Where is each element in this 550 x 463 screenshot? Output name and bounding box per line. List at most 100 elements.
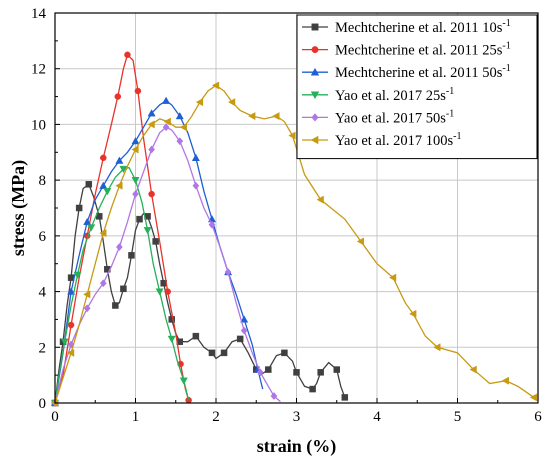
x-tick-label: 2 xyxy=(212,409,220,425)
series-line xyxy=(54,99,264,404)
data-point xyxy=(73,271,82,279)
data-point xyxy=(179,377,188,385)
data-point xyxy=(309,385,316,393)
data-point xyxy=(103,188,112,196)
data-point xyxy=(248,112,256,121)
y-tick-label: 6 xyxy=(39,229,47,245)
data-point xyxy=(67,321,75,329)
x-tick-label: 1 xyxy=(132,409,140,425)
data-point xyxy=(240,315,249,323)
data-point xyxy=(119,165,128,174)
legend-label-text: Mechtcherine et al. 2011 50s xyxy=(335,65,503,81)
data-point xyxy=(192,332,200,340)
legend-label-text: Yao et al. 2017 50s xyxy=(335,110,446,126)
data-point xyxy=(99,181,108,189)
data-point xyxy=(99,279,107,288)
data-point xyxy=(114,93,122,100)
data-point xyxy=(529,393,538,402)
legend-swatch-marker xyxy=(311,46,319,54)
legend-label-superscript: -1 xyxy=(446,86,454,97)
legend-label-text: Yao et al. 2017 100s xyxy=(335,133,454,149)
data-point xyxy=(83,304,91,313)
data-point xyxy=(83,217,92,226)
legend-swatch-marker xyxy=(311,113,319,122)
data-point xyxy=(256,368,264,377)
legend-label: Yao et al. 2017 25s-1 xyxy=(335,86,454,104)
data-point xyxy=(288,131,296,140)
y-tick-label: 10 xyxy=(31,117,46,133)
data-point xyxy=(134,87,142,95)
series-line xyxy=(54,53,190,404)
series-line xyxy=(54,183,346,404)
legend-label: Mechtcherine et al. 2011 25s-1 xyxy=(335,41,511,59)
legend: Mechtcherine et al. 2011 10s-1 Mechtcheri… xyxy=(296,14,538,160)
data-point xyxy=(124,51,131,59)
series-5 xyxy=(50,81,538,408)
data-point xyxy=(136,215,143,223)
y-tick-label: 0 xyxy=(39,396,47,412)
data-point xyxy=(356,237,365,246)
data-point xyxy=(66,348,75,357)
series-4 xyxy=(51,123,281,407)
legend-label-superscript: -1 xyxy=(502,63,510,74)
series-layer xyxy=(50,51,538,408)
data-point xyxy=(162,96,171,104)
data-point xyxy=(211,81,220,90)
x-axis: 0 1 2 3 4 5 6 xyxy=(51,398,542,425)
data-point xyxy=(148,145,155,154)
legend-item: Yao et al. 2017 50s-1 xyxy=(302,108,454,126)
data-point xyxy=(224,268,232,277)
data-point xyxy=(236,335,244,343)
data-point xyxy=(132,190,139,199)
data-point xyxy=(168,316,175,323)
data-point xyxy=(501,376,509,385)
y-tick-label: 14 xyxy=(31,6,47,22)
data-point xyxy=(60,338,69,346)
data-point xyxy=(333,366,340,373)
data-point xyxy=(120,285,127,293)
data-point xyxy=(143,227,152,235)
legend-label: Mechtcherine et al. 2011 10s-1 xyxy=(335,18,511,36)
legend-label: Mechtcherine et al. 2011 50s-1 xyxy=(335,63,511,81)
series-line xyxy=(54,126,281,404)
data-point xyxy=(115,156,124,164)
data-point xyxy=(316,195,324,204)
data-point xyxy=(293,369,300,376)
legend-label-superscript: -1 xyxy=(446,108,454,119)
legend-swatch-marker xyxy=(310,135,319,145)
data-point xyxy=(67,287,76,295)
data-point xyxy=(164,288,171,295)
y-tick-label: 12 xyxy=(31,62,46,78)
data-point xyxy=(87,224,96,232)
data-point xyxy=(227,98,236,107)
legend-label-superscript: -1 xyxy=(502,41,510,52)
x-tick-label: 5 xyxy=(454,409,462,425)
data-point xyxy=(147,120,155,129)
y-tick-label: 8 xyxy=(39,173,47,189)
data-point xyxy=(175,111,184,120)
y-axis-title: stress (MPa) xyxy=(8,160,29,256)
data-point xyxy=(388,273,397,282)
data-point xyxy=(192,181,200,190)
data-point xyxy=(112,302,119,309)
data-point xyxy=(152,238,159,245)
data-point xyxy=(176,137,184,146)
data-point xyxy=(131,137,140,145)
legend-box xyxy=(296,14,538,160)
data-point xyxy=(148,190,155,198)
data-point xyxy=(99,229,107,238)
y-axis: 0 2 4 6 8 10 12 14 xyxy=(31,6,60,412)
legend-item: Mechtcherine et al. 2011 10s-1 xyxy=(302,18,511,36)
data-point xyxy=(220,349,228,357)
data-point xyxy=(167,335,176,344)
legend-item: Mechtcherine et al. 2011 50s-1 xyxy=(302,63,511,81)
legend-label: Yao et al. 2017 50s-1 xyxy=(335,108,454,126)
data-point xyxy=(116,243,123,251)
legend-label-superscript: -1 xyxy=(453,131,461,142)
data-point xyxy=(147,109,156,117)
legend-label: Yao et al. 2017 100s-1 xyxy=(335,131,462,149)
data-point xyxy=(179,123,187,132)
data-point xyxy=(131,145,139,154)
